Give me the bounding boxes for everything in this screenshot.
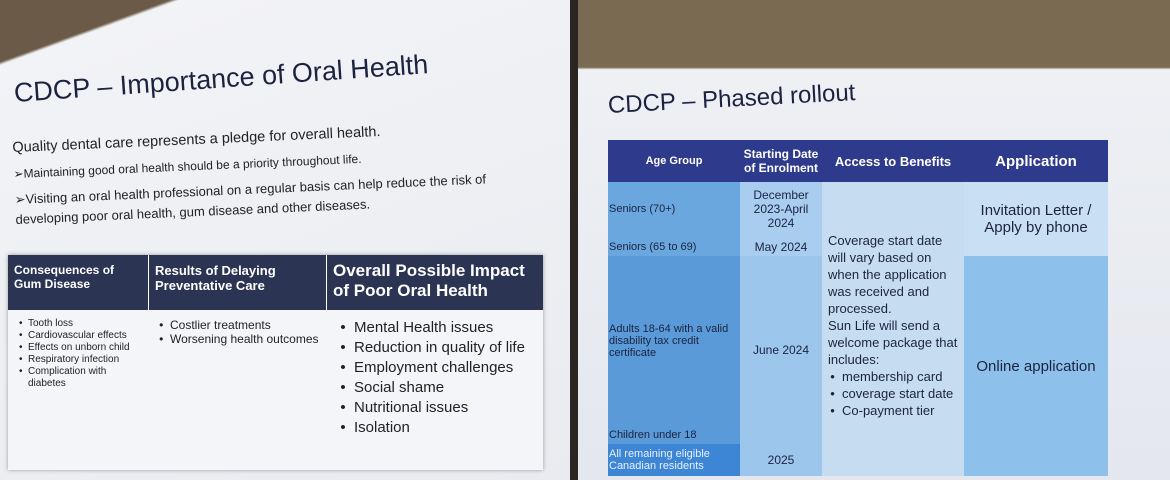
date-cell: 2025 (740, 444, 822, 476)
list-item: Tooth loss (28, 318, 138, 330)
date-cell: May 2024 (740, 237, 822, 257)
access-cell: Coverage start date will vary based on w… (822, 182, 964, 476)
header-cell: Access to Benefits (822, 140, 964, 182)
header-row: Consequences of Gum Disease Results of D… (8, 255, 543, 310)
list-item: membership card (842, 368, 958, 385)
list-item: Employment challenges (354, 358, 543, 378)
slide-title: CDCP – Importance of Oral Health (13, 49, 429, 109)
list-item: Complication with diabetes (28, 366, 138, 390)
age-cell: Children under 18 (608, 426, 740, 443)
list-item: Co-payment tier (842, 402, 958, 419)
list-item: Reduction in quality of life (354, 338, 543, 358)
list-item: Worsening health outcomes (170, 332, 320, 346)
list-item: Costlier treatments (170, 318, 320, 332)
list-item: Mental Health issues (354, 318, 543, 338)
age-cell: All remaining eligible Canadian resident… (608, 444, 740, 476)
application-cell: Invitation Letter / Apply by phone (964, 182, 1108, 256)
header-cell: Starting Date of Enrolment (740, 140, 822, 182)
access-list: membership cardcoverage start dateCo-pay… (828, 368, 958, 419)
left-slide: CDCP – Importance of Oral Health Quality… (0, 0, 570, 480)
page: CDCP – Importance of Oral Health Quality… (0, 0, 1170, 480)
body-row: Tooth lossCardiovascular effectsEffects … (8, 310, 543, 438)
slide-title: CDCP – Phased rollout (607, 79, 856, 120)
access-text: Sun Life will send a welcome package tha… (828, 317, 958, 368)
list-item: Social shame (354, 378, 543, 398)
header-cell: Consequences of Gum Disease (8, 255, 149, 310)
list-item: Cardiovascular effects (28, 330, 138, 342)
header-cell: Application (964, 140, 1108, 182)
impact-table: Consequences of Gum Disease Results of D… (8, 255, 543, 470)
age-cell: Seniors (65 to 69) (608, 237, 740, 257)
row: Seniors (70+) December 2023-April 2024 C… (608, 182, 1108, 237)
list-item: Respiratory infection (28, 354, 138, 366)
age-cell: Adults 18-64 with a valid disability tax… (608, 256, 740, 426)
application-cell: Online application (964, 256, 1108, 476)
list-item: coverage start date (842, 385, 958, 402)
header-cell: Results of Delaying Preventative Care (149, 255, 327, 310)
header-row: Age Group Starting Date of Enrolment Acc… (608, 140, 1108, 182)
list: Mental Health issuesReduction in quality… (340, 318, 543, 438)
list-item: Isolation (354, 418, 543, 438)
header-cell: Overall Possible Impact of Poor Oral Hea… (327, 255, 543, 310)
list: Tooth lossCardiovascular effectsEffects … (14, 318, 138, 438)
header-cell: Age Group (608, 140, 740, 182)
list: Costlier treatmentsWorsening health outc… (156, 318, 320, 438)
date-cell: December 2023-April 2024 (740, 182, 822, 237)
access-text: Coverage start date will vary based on w… (828, 232, 958, 317)
right-slide: CDCP – Phased rollout Age Group Starting… (578, 0, 1170, 480)
list-item: Effects on unborn child (28, 342, 138, 354)
rollout-table: Age Group Starting Date of Enrolment Acc… (608, 140, 1108, 476)
date-cell: June 2024 (740, 256, 822, 443)
intro-block: Quality dental care represents a pledge … (12, 115, 546, 230)
list-item: Nutritional issues (354, 398, 543, 418)
age-cell: Seniors (70+) (608, 182, 740, 237)
